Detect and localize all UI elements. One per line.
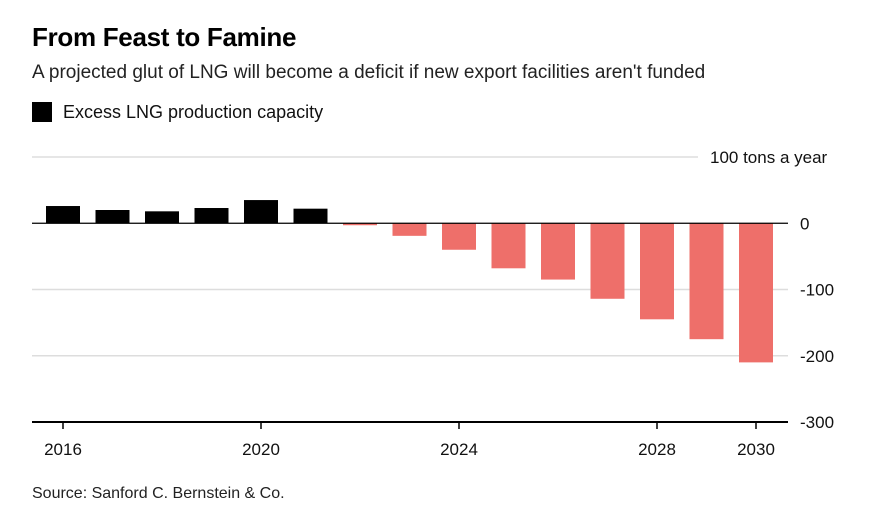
x-tick-label: 2028	[638, 440, 676, 459]
bar-2028	[640, 223, 674, 320]
bar-2024	[442, 223, 476, 250]
x-tick-label: 2020	[242, 440, 280, 459]
bars	[46, 200, 773, 363]
bar-2023	[392, 223, 427, 236]
legend-label: Excess LNG production capacity	[63, 101, 324, 122]
bar-2021	[293, 208, 328, 224]
y-axis-unit-label: 100 tons a year	[710, 148, 828, 167]
chart-title: From Feast to Famine	[32, 22, 297, 52]
bar-2019	[194, 208, 229, 224]
bar-2017	[95, 210, 130, 224]
bar-2026	[541, 223, 575, 280]
x-tick-label: 2024	[440, 440, 478, 459]
y-tick-label: -300	[800, 413, 834, 432]
x-tick-label: 2030	[737, 440, 775, 459]
y-tick-label: 0	[800, 214, 809, 233]
bar-2022	[343, 223, 377, 226]
bar-2018	[145, 211, 179, 224]
bar-2020	[244, 200, 278, 224]
y-tick-label: -100	[800, 281, 834, 300]
bar-2029	[689, 223, 724, 340]
chart-subtitle: A projected glut of LNG will become a de…	[32, 62, 706, 83]
legend: Excess LNG production capacity	[32, 100, 323, 124]
y-tick-label: -200	[800, 347, 834, 366]
axes: 0 -100 -200 -300 2016 2020 2024 2028 2030	[32, 214, 834, 459]
x-tick-label: 2016	[44, 440, 82, 459]
bar-2016	[46, 206, 80, 224]
legend-swatch	[32, 102, 52, 122]
bar-2027	[590, 223, 625, 299]
bar-2030	[739, 223, 773, 363]
bar-2025	[491, 223, 526, 269]
gridlines	[32, 156, 788, 357]
source-note: Source: Sanford C. Bernstein & Co.	[32, 485, 285, 502]
